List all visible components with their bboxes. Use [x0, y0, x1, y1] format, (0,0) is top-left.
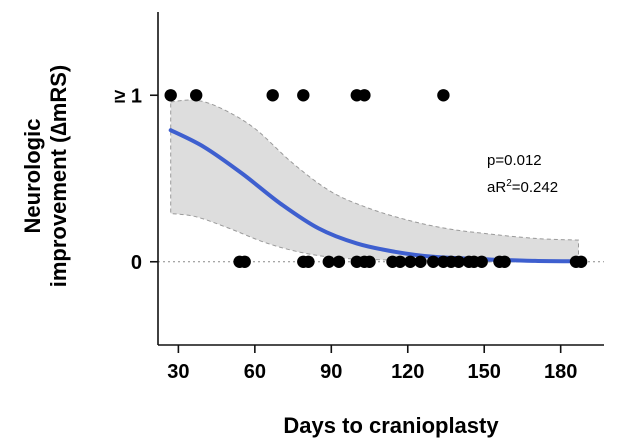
- data-point-3: [297, 89, 309, 101]
- data-point-5: [358, 89, 370, 101]
- r-squared-prefix: aR: [487, 179, 506, 196]
- x-tick-label-120: 120: [391, 361, 424, 383]
- x-tick-label-150: 150: [468, 361, 501, 383]
- r-squared-label: aR2=0.242: [487, 178, 558, 196]
- data-point-1: [190, 89, 202, 101]
- y-axis-title-line1: Neurologic: [20, 119, 45, 234]
- data-point-26: [476, 256, 488, 268]
- x-tick-label-90: 90: [320, 361, 342, 383]
- y-tick-label-1: ≥ 1: [114, 85, 142, 107]
- data-point-0: [165, 89, 177, 101]
- data-point-30: [575, 256, 587, 268]
- x-axis-ticks: 30 60 90 120 150 180: [167, 345, 577, 383]
- data-point-10: [302, 256, 314, 268]
- data-point-2: [267, 89, 279, 101]
- y-axis-title: Neurologic improvement (∆mRS): [20, 65, 71, 288]
- x-tick-label-30: 30: [167, 361, 189, 383]
- x-tick-label-60: 60: [244, 361, 266, 383]
- r-squared-value: =0.242: [512, 179, 558, 196]
- y-axis-ticks: 0 ≥ 1: [114, 85, 158, 274]
- data-point-12: [333, 256, 345, 268]
- x-tick-label-180: 180: [544, 361, 577, 383]
- data-point-28: [498, 256, 510, 268]
- data-point-19: [414, 256, 426, 268]
- y-axis-title-line2: improvement (∆mRS): [46, 65, 71, 288]
- x-axis-title: Days to cranioplasty: [283, 413, 499, 438]
- p-value-label: p=0.012: [487, 152, 542, 169]
- data-point-8: [239, 256, 251, 268]
- data-point-15: [363, 256, 375, 268]
- data-point-6: [437, 89, 449, 101]
- y-tick-label-0: 0: [131, 252, 142, 274]
